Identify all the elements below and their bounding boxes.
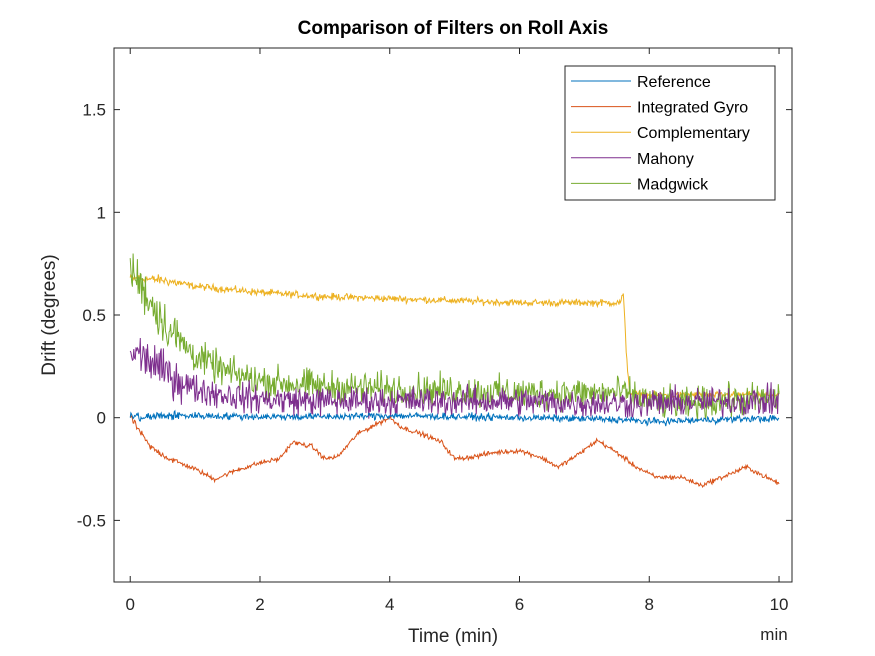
legend-label: Madgwick: [637, 176, 709, 193]
x-axis-unit-label: min: [760, 625, 787, 644]
chart-title: Comparison of Filters on Roll Axis: [298, 18, 609, 39]
legend-label: Reference: [637, 74, 711, 91]
legend-box: [564, 65, 776, 201]
x-axis-label: Time (min): [408, 626, 498, 647]
y-tick-label: -0.5: [77, 511, 106, 530]
series-line-mahony: [129, 337, 780, 419]
y-tick-label: 1.5: [82, 101, 106, 120]
y-tick-label: 0.5: [82, 306, 106, 325]
legend-label: Complementary: [637, 125, 750, 142]
y-tick-label: 0: [97, 409, 106, 428]
x-tick-label: 8: [645, 595, 654, 614]
y-axis-label: Drift (degrees): [39, 254, 60, 375]
legend: Reference Integrated Gyro Complementary Mah…: [564, 65, 776, 201]
series-line-integrated-gyro: [129, 414, 780, 489]
y-tick-label: 1: [97, 203, 106, 222]
x-tick-label: 2: [255, 595, 264, 614]
x-tick-label: 6: [515, 595, 524, 614]
series-line-reference: [129, 409, 780, 427]
x-tick-label: 10: [770, 595, 789, 614]
legend-label: Integrated Gyro: [637, 100, 748, 117]
legend-label: Mahony: [637, 151, 694, 168]
series-layer: [129, 253, 780, 489]
x-tick-label: 0: [125, 595, 134, 614]
tick-layer: 0 2 4 6 8 10 -0.5 0 0.5 1 1.5: [77, 48, 792, 614]
x-tick-label: 4: [385, 595, 394, 614]
